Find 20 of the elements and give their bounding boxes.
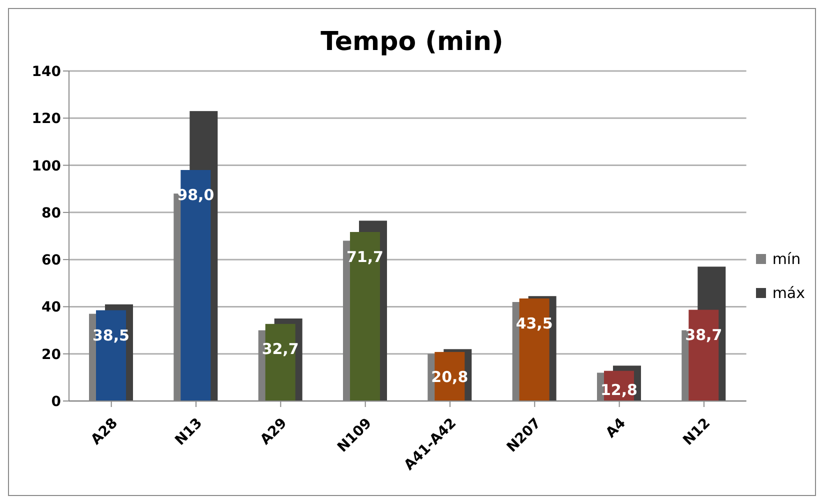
y-tick-label: 140 xyxy=(32,64,62,80)
data-label: 20,8 xyxy=(431,368,468,386)
data-label: 32,7 xyxy=(262,340,299,358)
y-tick-label: 0 xyxy=(51,394,62,410)
x-tick-label: A4 xyxy=(603,415,630,442)
chart-title: Tempo (min) xyxy=(320,27,504,59)
legend-label: mín xyxy=(772,250,801,268)
y-tick-label: 120 xyxy=(32,111,62,128)
y-tick-label: 40 xyxy=(42,300,62,316)
data-label: 43,5 xyxy=(516,314,553,332)
data-label: 71,7 xyxy=(346,248,384,266)
y-tick-label: 100 xyxy=(32,158,62,174)
data-label: 38,7 xyxy=(685,326,722,344)
data-label: 12,8 xyxy=(600,381,638,399)
legend-label: máx xyxy=(772,284,805,302)
y-tick-label: 80 xyxy=(42,205,62,222)
y-tick-label: 20 xyxy=(42,346,62,363)
data-label: 38,5 xyxy=(92,326,130,344)
y-tick-label: 60 xyxy=(42,252,62,269)
data-label: 98,0 xyxy=(177,186,214,204)
